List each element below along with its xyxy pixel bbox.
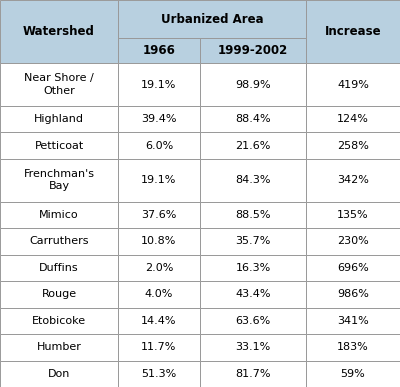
Text: 986%: 986% — [337, 289, 369, 299]
Text: 2.0%: 2.0% — [145, 263, 173, 273]
Bar — [0, 334, 118, 361]
Text: Near Shore /
Other: Near Shore / Other — [24, 74, 94, 96]
Text: 10.8%: 10.8% — [141, 236, 177, 247]
Bar — [306, 132, 400, 159]
Text: 98.9%: 98.9% — [235, 80, 271, 89]
Bar — [0, 63, 118, 106]
Text: 258%: 258% — [337, 140, 369, 151]
Text: Urbanized Area: Urbanized Area — [161, 13, 263, 26]
Bar — [200, 228, 306, 255]
Bar — [118, 308, 200, 334]
Text: Humber: Humber — [36, 342, 82, 352]
Text: 124%: 124% — [337, 114, 369, 124]
Text: 419%: 419% — [337, 80, 369, 89]
Bar — [0, 106, 118, 132]
Bar — [306, 255, 400, 281]
Bar — [200, 38, 306, 63]
Bar — [306, 159, 400, 202]
Text: 19.1%: 19.1% — [141, 175, 177, 185]
Text: 341%: 341% — [337, 316, 369, 326]
Text: Mimico: Mimico — [39, 210, 79, 220]
Text: 43.4%: 43.4% — [235, 289, 271, 299]
Bar — [200, 63, 306, 106]
Bar — [306, 202, 400, 228]
Bar — [0, 255, 118, 281]
Bar — [118, 228, 200, 255]
Bar — [118, 132, 200, 159]
Bar — [0, 361, 118, 387]
Text: 33.1%: 33.1% — [235, 342, 271, 352]
Text: 6.0%: 6.0% — [145, 140, 173, 151]
Bar — [306, 281, 400, 308]
Bar — [0, 308, 118, 334]
Text: 1999-2002: 1999-2002 — [218, 45, 288, 57]
Text: Carruthers: Carruthers — [29, 236, 89, 247]
Text: 11.7%: 11.7% — [141, 342, 177, 352]
Bar — [200, 361, 306, 387]
Bar — [118, 159, 200, 202]
Bar — [0, 281, 118, 308]
Text: 88.5%: 88.5% — [235, 210, 271, 220]
Bar — [118, 0, 306, 38]
Bar — [0, 228, 118, 255]
Bar — [306, 0, 400, 63]
Bar — [306, 334, 400, 361]
Text: 16.3%: 16.3% — [235, 263, 271, 273]
Text: Frenchman's
Bay: Frenchman's Bay — [24, 169, 94, 192]
Text: 37.6%: 37.6% — [141, 210, 177, 220]
Bar — [200, 159, 306, 202]
Text: 51.3%: 51.3% — [141, 369, 177, 379]
Bar — [200, 281, 306, 308]
Bar — [118, 361, 200, 387]
Bar — [0, 159, 118, 202]
Text: 14.4%: 14.4% — [141, 316, 177, 326]
Bar — [200, 255, 306, 281]
Text: Etobicoke: Etobicoke — [32, 316, 86, 326]
Text: 342%: 342% — [337, 175, 369, 185]
Text: 230%: 230% — [337, 236, 369, 247]
Text: 88.4%: 88.4% — [235, 114, 271, 124]
Bar — [0, 202, 118, 228]
Text: 21.6%: 21.6% — [235, 140, 271, 151]
Text: 35.7%: 35.7% — [235, 236, 271, 247]
Bar — [0, 0, 118, 63]
Bar — [118, 38, 200, 63]
Text: Watershed: Watershed — [23, 25, 95, 38]
Bar — [306, 308, 400, 334]
Text: Rouge: Rouge — [42, 289, 76, 299]
Text: 63.6%: 63.6% — [235, 316, 271, 326]
Bar — [200, 132, 306, 159]
Text: Petticoat: Petticoat — [34, 140, 84, 151]
Bar — [118, 281, 200, 308]
Text: 183%: 183% — [337, 342, 369, 352]
Bar — [200, 106, 306, 132]
Text: Increase: Increase — [325, 25, 381, 38]
Text: 1966: 1966 — [142, 45, 176, 57]
Bar — [200, 202, 306, 228]
Text: Duffins: Duffins — [39, 263, 79, 273]
Text: 84.3%: 84.3% — [235, 175, 271, 185]
Bar — [118, 334, 200, 361]
Text: Don: Don — [48, 369, 70, 379]
Bar — [200, 334, 306, 361]
Text: 39.4%: 39.4% — [141, 114, 177, 124]
Text: 19.1%: 19.1% — [141, 80, 177, 89]
Bar — [118, 255, 200, 281]
Bar — [200, 308, 306, 334]
Bar — [118, 63, 200, 106]
Bar — [306, 106, 400, 132]
Text: 4.0%: 4.0% — [145, 289, 173, 299]
Bar — [306, 228, 400, 255]
Text: 135%: 135% — [337, 210, 369, 220]
Text: 59%: 59% — [341, 369, 365, 379]
Bar — [118, 202, 200, 228]
Text: 81.7%: 81.7% — [235, 369, 271, 379]
Text: 696%: 696% — [337, 263, 369, 273]
Bar — [0, 132, 118, 159]
Bar — [118, 106, 200, 132]
Bar — [306, 63, 400, 106]
Bar — [306, 361, 400, 387]
Text: Highland: Highland — [34, 114, 84, 124]
